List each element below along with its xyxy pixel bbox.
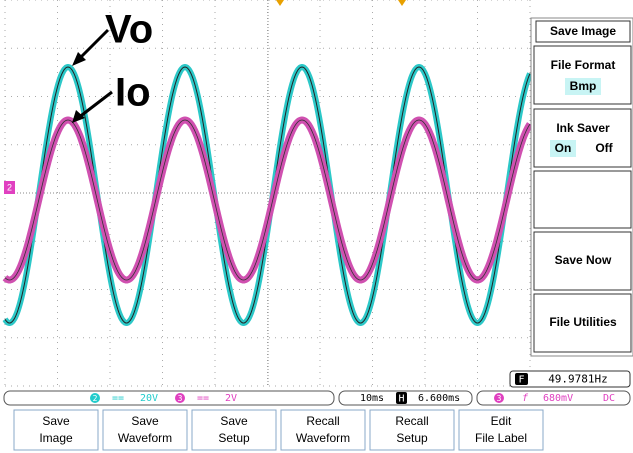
screen: 2 Vo Io Save Image File Format Bmp Ink S…	[0, 0, 633, 453]
ch-coupling: ==	[112, 393, 124, 404]
menu-label: File Format	[551, 58, 616, 72]
menu-label: Save Now	[555, 253, 612, 267]
menu-button[interactable]	[534, 109, 631, 167]
menu-label: Ink Saver	[556, 121, 610, 135]
h-position: 6.600ms	[418, 393, 460, 404]
softkey-label: Setup	[218, 431, 250, 445]
menu-button[interactable]	[534, 46, 631, 104]
badge-label: H	[398, 394, 404, 405]
menu-value: Bmp	[570, 79, 597, 93]
softkey-label: Waveform	[118, 431, 172, 445]
ch-number: 3	[178, 394, 183, 403]
ch-scale: 20V	[140, 393, 158, 404]
trigger-slope: f	[522, 393, 529, 404]
badge-label: F	[518, 375, 524, 386]
annotation: Io	[115, 71, 151, 115]
menu-option: On	[555, 141, 572, 155]
frequency: 49.9781Hz	[548, 373, 608, 386]
softkey-label: Edit	[491, 414, 512, 428]
menu-option: Off	[595, 141, 613, 155]
trigger-level: 680mV	[543, 393, 573, 404]
side-menu: Save Image File Format Bmp Ink Saver On …	[531, 18, 633, 356]
channel-marker-label: 2	[7, 182, 12, 192]
status-bar	[4, 391, 334, 405]
softkey-label: File Label	[475, 431, 527, 445]
softkey-label: Save	[220, 414, 248, 428]
menu-label: File Utilities	[549, 315, 617, 329]
softkey-label: Setup	[396, 431, 428, 445]
softkey-label: Save	[131, 414, 159, 428]
softkey-label: Image	[39, 431, 73, 445]
menu-title: Save Image	[550, 24, 616, 38]
softkey-label: Save	[42, 414, 70, 428]
ch-number: 2	[93, 394, 98, 403]
softkey-label: Recall	[306, 414, 339, 428]
annotation: Vo	[105, 8, 153, 52]
softkey-label: Waveform	[296, 431, 350, 445]
timebase: 10ms	[360, 393, 384, 404]
ch-scale: 2V	[225, 393, 237, 404]
ch-coupling: ==	[197, 393, 209, 404]
page: 2 Vo Io Save Image File Format Bmp Ink S…	[0, 0, 633, 453]
menu-button[interactable]	[534, 171, 631, 228]
trigger-channel: 3	[497, 394, 502, 403]
softkey-label: Recall	[395, 414, 428, 428]
trigger-coupling: DC	[603, 393, 615, 404]
